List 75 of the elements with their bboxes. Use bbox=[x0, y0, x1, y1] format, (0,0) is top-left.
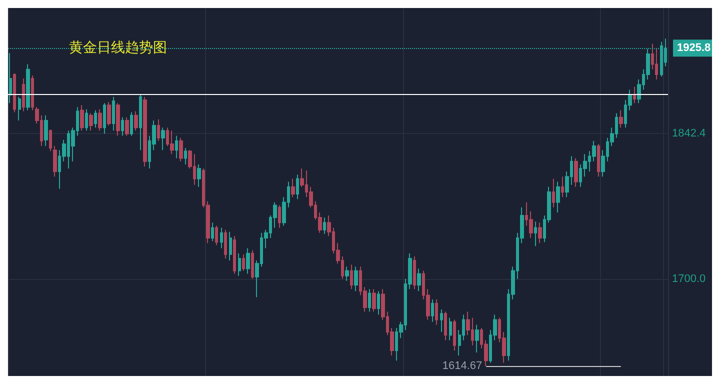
candlestick bbox=[597, 143, 600, 178]
candlestick bbox=[94, 110, 97, 128]
candlestick bbox=[179, 137, 183, 162]
candlestick bbox=[211, 222, 214, 242]
candlestick bbox=[85, 108, 88, 132]
candlestick bbox=[417, 268, 421, 292]
candlestick bbox=[246, 248, 250, 274]
y-tick-label: 1700.0 bbox=[672, 272, 706, 285]
candlestick bbox=[220, 227, 223, 249]
candlestick bbox=[112, 96, 115, 132]
candlestick bbox=[22, 78, 25, 112]
candlestick bbox=[224, 229, 227, 259]
candlestick bbox=[53, 146, 57, 178]
candlestick bbox=[368, 288, 371, 312]
candlestick bbox=[574, 158, 578, 188]
candlestick bbox=[291, 178, 295, 198]
candlestick bbox=[26, 64, 30, 111]
candlestick bbox=[655, 48, 658, 80]
y-tick-label: 1842.4 bbox=[672, 127, 706, 140]
candlestick bbox=[435, 298, 438, 326]
candlestick bbox=[44, 114, 48, 146]
candlestick bbox=[323, 217, 326, 234]
candlestick bbox=[175, 135, 178, 159]
candlestick bbox=[556, 181, 560, 213]
candlestick bbox=[561, 176, 564, 198]
candlestick bbox=[139, 94, 142, 151]
candlestick bbox=[354, 266, 358, 292]
candlestick bbox=[49, 129, 52, 152]
candlestick bbox=[377, 290, 380, 316]
candlestick bbox=[350, 264, 353, 290]
candlestick bbox=[633, 86, 636, 104]
candlestick bbox=[9, 52, 12, 104]
candlestick bbox=[538, 222, 542, 244]
candlestick bbox=[143, 96, 147, 167]
candlestick bbox=[184, 148, 187, 165]
text: 黄金日线趋势图 bbox=[69, 40, 167, 56]
candlestick bbox=[107, 102, 111, 126]
candlestick bbox=[444, 311, 447, 341]
candlestick bbox=[233, 235, 236, 274]
candlestick bbox=[157, 118, 160, 142]
candlestick bbox=[134, 110, 138, 132]
candlestick bbox=[431, 298, 434, 322]
ref-line-label: 1925.8 bbox=[677, 42, 711, 54]
candlestick bbox=[242, 254, 245, 272]
candlestick bbox=[18, 96, 21, 121]
candlestick bbox=[413, 256, 416, 290]
candlestick bbox=[125, 116, 129, 136]
candlestick bbox=[80, 104, 84, 132]
candlestick bbox=[130, 112, 133, 136]
candlestick bbox=[619, 110, 623, 128]
candlestick bbox=[121, 116, 124, 136]
candlestick bbox=[534, 221, 537, 247]
candlestick bbox=[372, 288, 376, 312]
candlestick bbox=[449, 317, 452, 341]
candlestick bbox=[31, 74, 34, 111]
candlestick bbox=[296, 174, 299, 200]
candlestick bbox=[215, 225, 218, 246]
candlestick bbox=[440, 309, 443, 333]
candlestick bbox=[98, 108, 102, 132]
candlestick bbox=[103, 102, 106, 134]
candlestick bbox=[251, 250, 254, 280]
candlestick bbox=[13, 72, 16, 113]
candlestick bbox=[170, 130, 174, 155]
candlestick bbox=[345, 266, 349, 282]
candlestick bbox=[161, 127, 165, 151]
candlestick bbox=[238, 252, 241, 276]
candlestick bbox=[552, 178, 555, 208]
candlestick bbox=[229, 231, 232, 261]
candlestick bbox=[475, 324, 479, 353]
candlestick bbox=[197, 164, 201, 188]
annotation: 1614.67 bbox=[442, 360, 482, 372]
candlestick bbox=[278, 204, 281, 228]
candlestick bbox=[89, 112, 93, 132]
candlestick bbox=[116, 102, 120, 136]
candlestick bbox=[453, 319, 456, 351]
